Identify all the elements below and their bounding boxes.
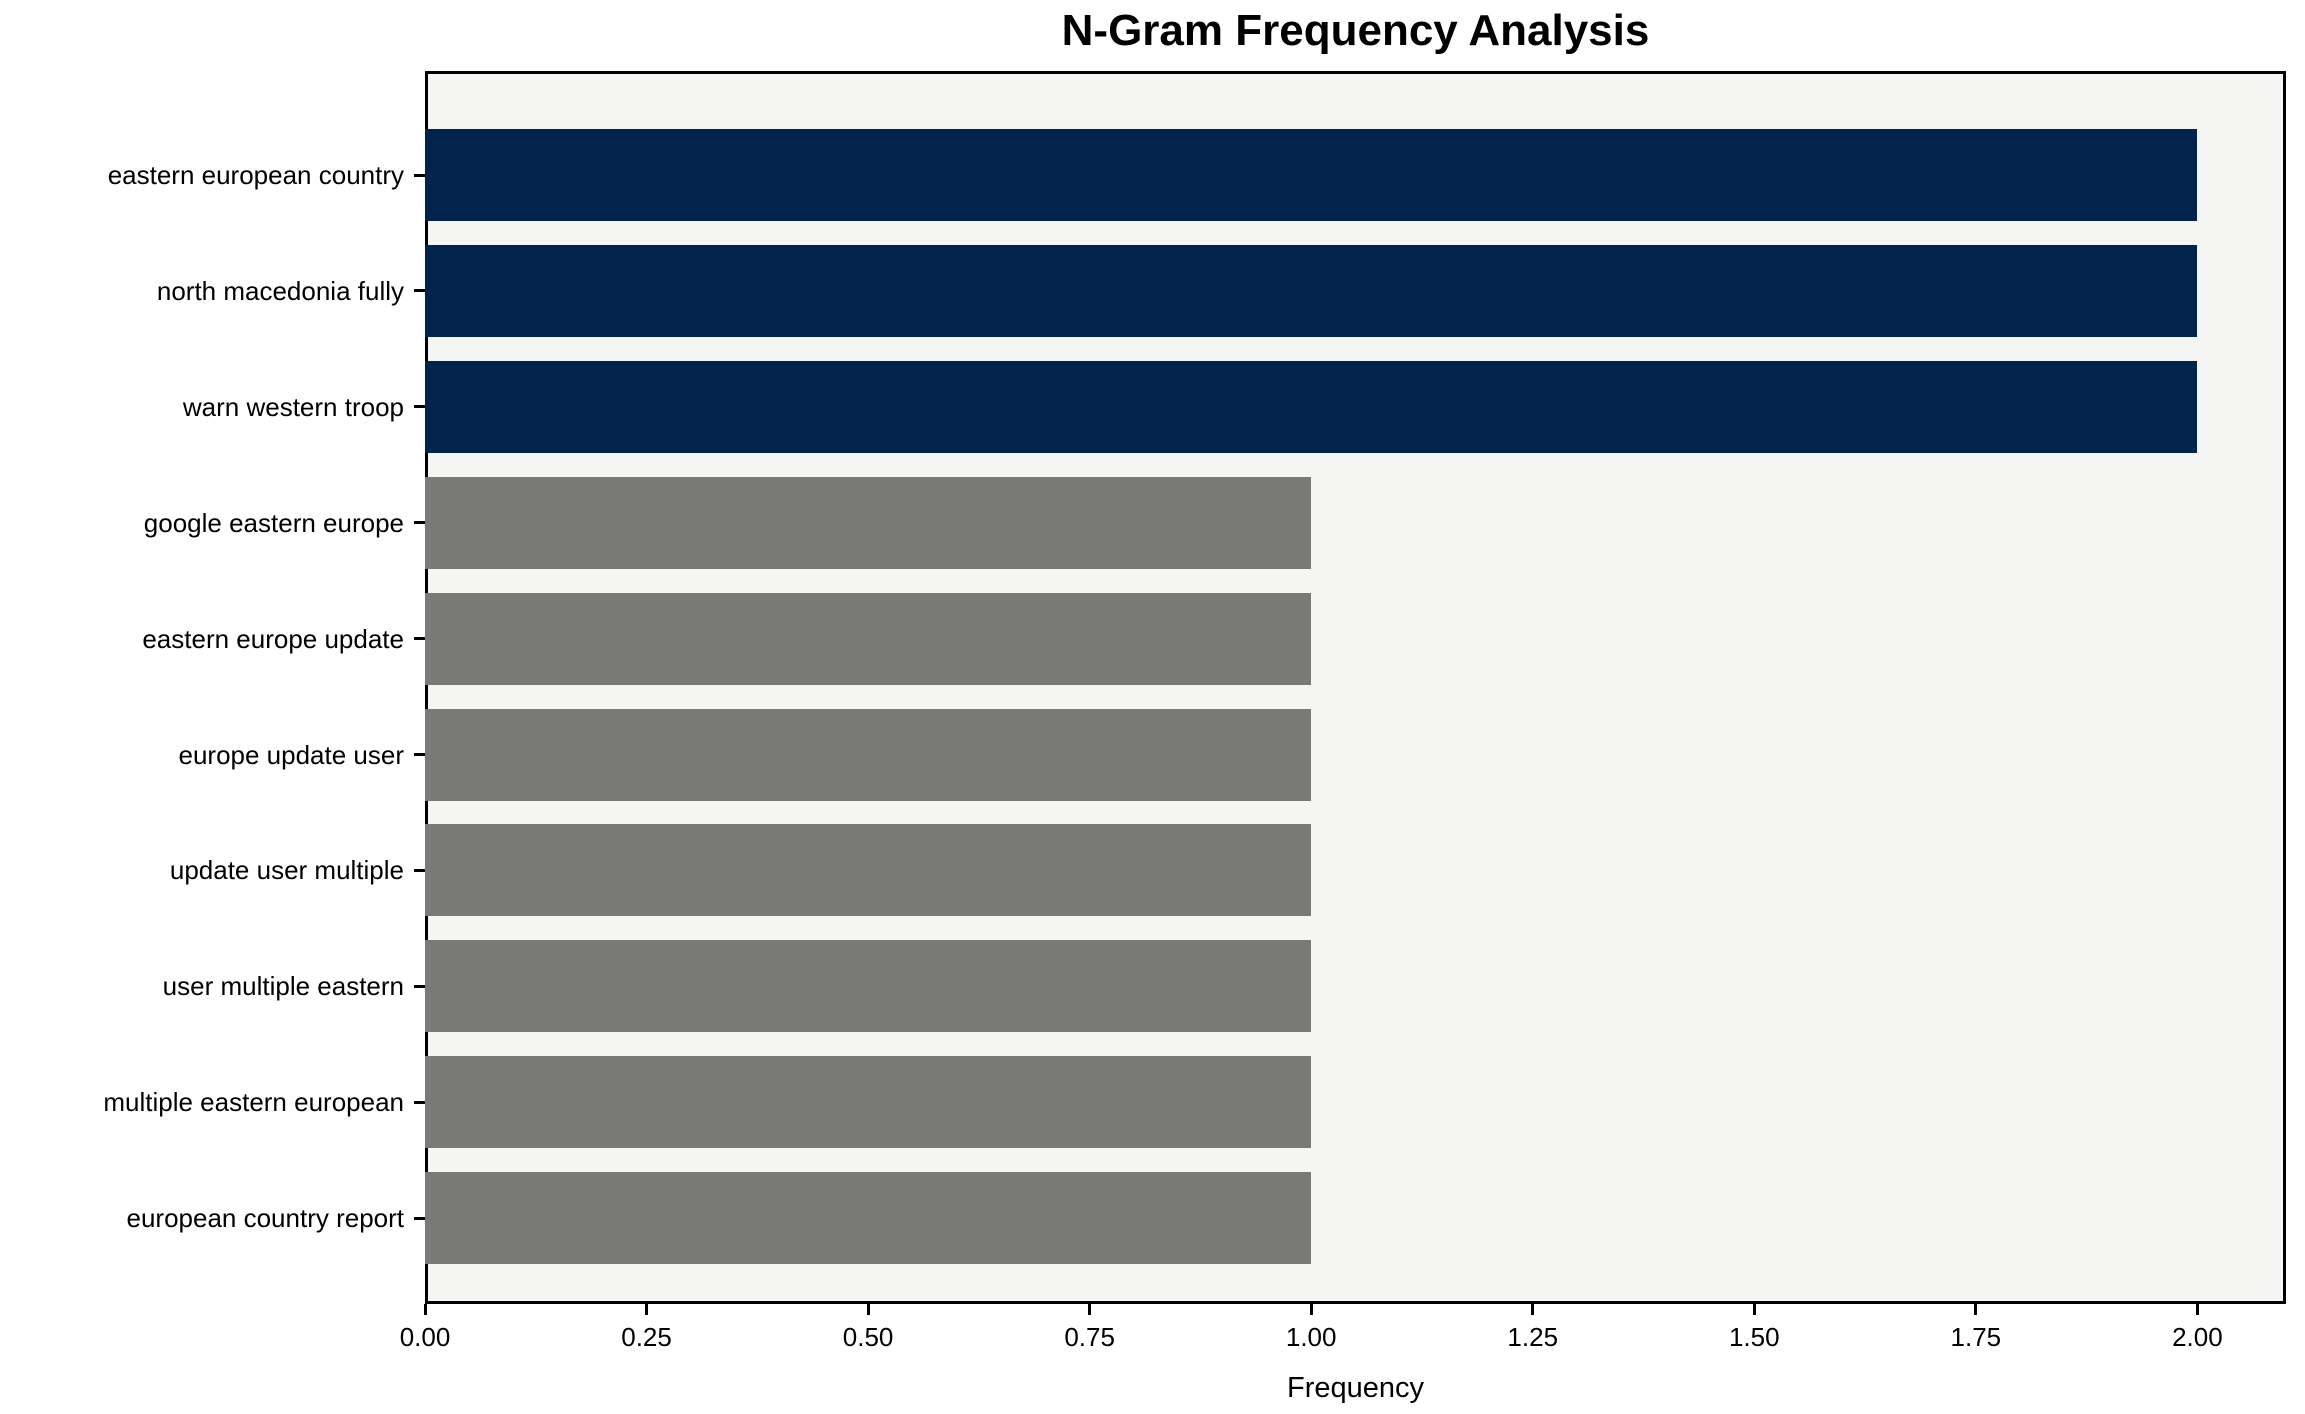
y-tick-label: europe update user <box>178 739 404 770</box>
y-tick-label: european country report <box>126 1203 404 1234</box>
x-tick-mark <box>1752 1304 1756 1315</box>
bar <box>425 708 1312 801</box>
y-tick-label: north macedonia fully <box>156 275 404 306</box>
x-tick-label: 2.00 <box>2172 1322 2223 1352</box>
bar <box>425 824 1312 917</box>
y-tick-mark <box>414 521 425 525</box>
x-tick-mark <box>1309 1304 1313 1315</box>
chart-title: N-Gram Frequency Analysis <box>1061 6 1650 55</box>
bar <box>425 360 2198 453</box>
x-tick-mark <box>1974 1304 1978 1315</box>
y-tick-label: google eastern europe <box>143 507 404 538</box>
y-tick-mark <box>414 289 425 293</box>
bar <box>425 592 1312 685</box>
y-tick-mark <box>414 637 425 641</box>
x-tick-label: 0.00 <box>399 1322 451 1352</box>
x-tick-label: 0.75 <box>1064 1322 1115 1352</box>
x-axis-label: Frequency <box>1286 1372 1424 1404</box>
y-tick-mark <box>414 1100 425 1104</box>
bar <box>425 940 1312 1033</box>
x-tick-mark <box>1531 1304 1535 1315</box>
y-tick-mark <box>414 1216 425 1220</box>
bar <box>425 1056 1312 1149</box>
x-tick-label: 1.00 <box>1285 1322 1337 1352</box>
y-tick-mark <box>414 753 425 756</box>
y-tick-label: multiple eastern european <box>103 1087 404 1118</box>
y-tick-mark <box>414 984 425 988</box>
x-tick-label: 1.75 <box>1950 1322 2002 1352</box>
bar <box>425 129 2198 221</box>
bar <box>425 1172 1312 1265</box>
x-tick-mark <box>2195 1304 2199 1315</box>
x-tick-label: 1.25 <box>1507 1322 1559 1352</box>
x-tick-mark <box>645 1304 649 1315</box>
y-tick-label: eastern europe update <box>142 623 404 654</box>
x-tick-label: 0.50 <box>842 1322 894 1352</box>
y-tick-mark <box>414 173 425 177</box>
x-tick-label: 1.50 <box>1728 1322 1780 1352</box>
x-tick-label: 0.25 <box>621 1322 672 1352</box>
y-tick-label: eastern european country <box>107 160 404 190</box>
bar <box>425 244 2198 337</box>
y-tick-label: update user multiple <box>169 855 404 886</box>
x-tick-mark <box>866 1304 870 1315</box>
x-tick-mark <box>423 1304 427 1315</box>
bar <box>425 476 1312 569</box>
y-tick-label: warn western troop <box>182 391 404 422</box>
x-tick-mark <box>1088 1304 1092 1315</box>
y-tick-label: user multiple eastern <box>162 971 404 1002</box>
y-tick-mark <box>414 868 425 872</box>
y-tick-mark <box>414 405 425 409</box>
